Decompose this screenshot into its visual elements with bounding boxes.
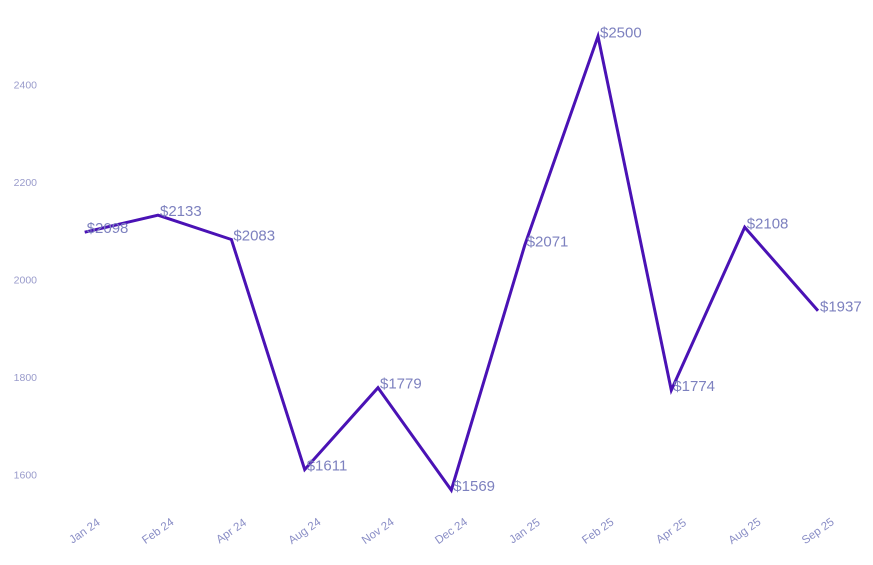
data-point-label: $1611 <box>307 458 348 475</box>
data-point-label: $2071 <box>527 233 569 250</box>
y-axis-tick-label: 2200 <box>14 177 38 189</box>
data-point-label: $1779 <box>380 376 422 393</box>
x-axis-tick-label: Feb 24 <box>140 516 177 547</box>
data-point-label: $1774 <box>673 378 715 395</box>
y-axis-tick-label: 1600 <box>14 470 38 482</box>
x-axis-tick-label: Jan 25 <box>507 517 542 547</box>
data-point-label: $2133 <box>160 203 202 220</box>
x-axis-tick-label: Aug 24 <box>287 516 324 547</box>
x-axis-tick-label: Feb 25 <box>580 516 616 546</box>
x-axis-tick-label: Nov 24 <box>360 516 397 547</box>
data-point-label: $1569 <box>453 478 495 495</box>
data-point-label: $2098 <box>87 220 129 237</box>
data-point-label: $2083 <box>233 228 275 245</box>
x-axis-tick-label: Dec 24 <box>433 516 470 547</box>
y-axis-tick-label: 2400 <box>14 80 38 92</box>
y-axis-tick-label: 1800 <box>14 372 38 384</box>
data-point-label: $2500 <box>600 24 642 41</box>
x-axis-tick-label: Sep 25 <box>800 516 837 547</box>
x-axis-tick-label: Aug 25 <box>727 516 764 547</box>
y-axis-tick-label: 2000 <box>14 275 38 287</box>
series-line <box>84 30 820 494</box>
data-point-label: $2108 <box>747 215 789 232</box>
data-point-label: $1937 <box>820 299 862 316</box>
x-axis-tick-label: Jan 24 <box>67 516 103 546</box>
x-axis-tick-label: Apr 24 <box>214 517 249 547</box>
x-axis-tick-label: Apr 25 <box>654 517 689 546</box>
